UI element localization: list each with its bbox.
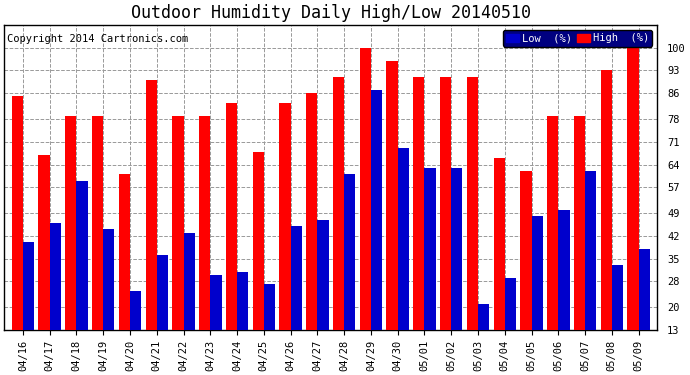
Bar: [547, 116, 558, 372]
Bar: [184, 232, 195, 372]
Bar: [451, 168, 462, 372]
Bar: [574, 116, 585, 372]
Bar: [50, 223, 61, 372]
Bar: [531, 216, 543, 372]
Bar: [386, 61, 397, 372]
Bar: [397, 148, 409, 372]
Bar: [440, 77, 451, 372]
Bar: [253, 152, 264, 372]
Bar: [520, 171, 531, 372]
Bar: [199, 116, 210, 372]
Text: Copyright 2014 Cartronics.com: Copyright 2014 Cartronics.com: [8, 34, 188, 44]
Bar: [226, 103, 237, 372]
Bar: [77, 181, 88, 372]
Title: Outdoor Humidity Daily High/Low 20140510: Outdoor Humidity Daily High/Low 20140510: [131, 4, 531, 22]
Bar: [279, 103, 290, 372]
Bar: [65, 116, 77, 372]
Bar: [317, 220, 328, 372]
Bar: [344, 174, 355, 372]
Bar: [493, 158, 505, 372]
Bar: [600, 70, 612, 372]
Bar: [172, 116, 184, 372]
Bar: [371, 90, 382, 372]
Bar: [627, 48, 639, 372]
Bar: [306, 93, 317, 372]
Bar: [505, 278, 516, 372]
Bar: [12, 96, 23, 372]
Bar: [466, 77, 478, 372]
Bar: [210, 275, 221, 372]
Bar: [612, 265, 623, 372]
Bar: [558, 210, 569, 372]
Bar: [39, 155, 50, 372]
Bar: [639, 249, 650, 372]
Bar: [264, 285, 275, 372]
Bar: [333, 77, 344, 372]
Bar: [92, 116, 104, 372]
Bar: [119, 174, 130, 372]
Bar: [290, 226, 302, 372]
Legend: Low  (%), High  (%): Low (%), High (%): [503, 30, 652, 46]
Bar: [23, 242, 34, 372]
Bar: [424, 168, 435, 372]
Bar: [146, 80, 157, 372]
Bar: [359, 48, 371, 372]
Bar: [157, 255, 168, 372]
Bar: [104, 230, 115, 372]
Bar: [478, 304, 489, 372]
Bar: [585, 171, 596, 372]
Bar: [413, 77, 424, 372]
Bar: [130, 291, 141, 372]
Bar: [237, 272, 248, 372]
